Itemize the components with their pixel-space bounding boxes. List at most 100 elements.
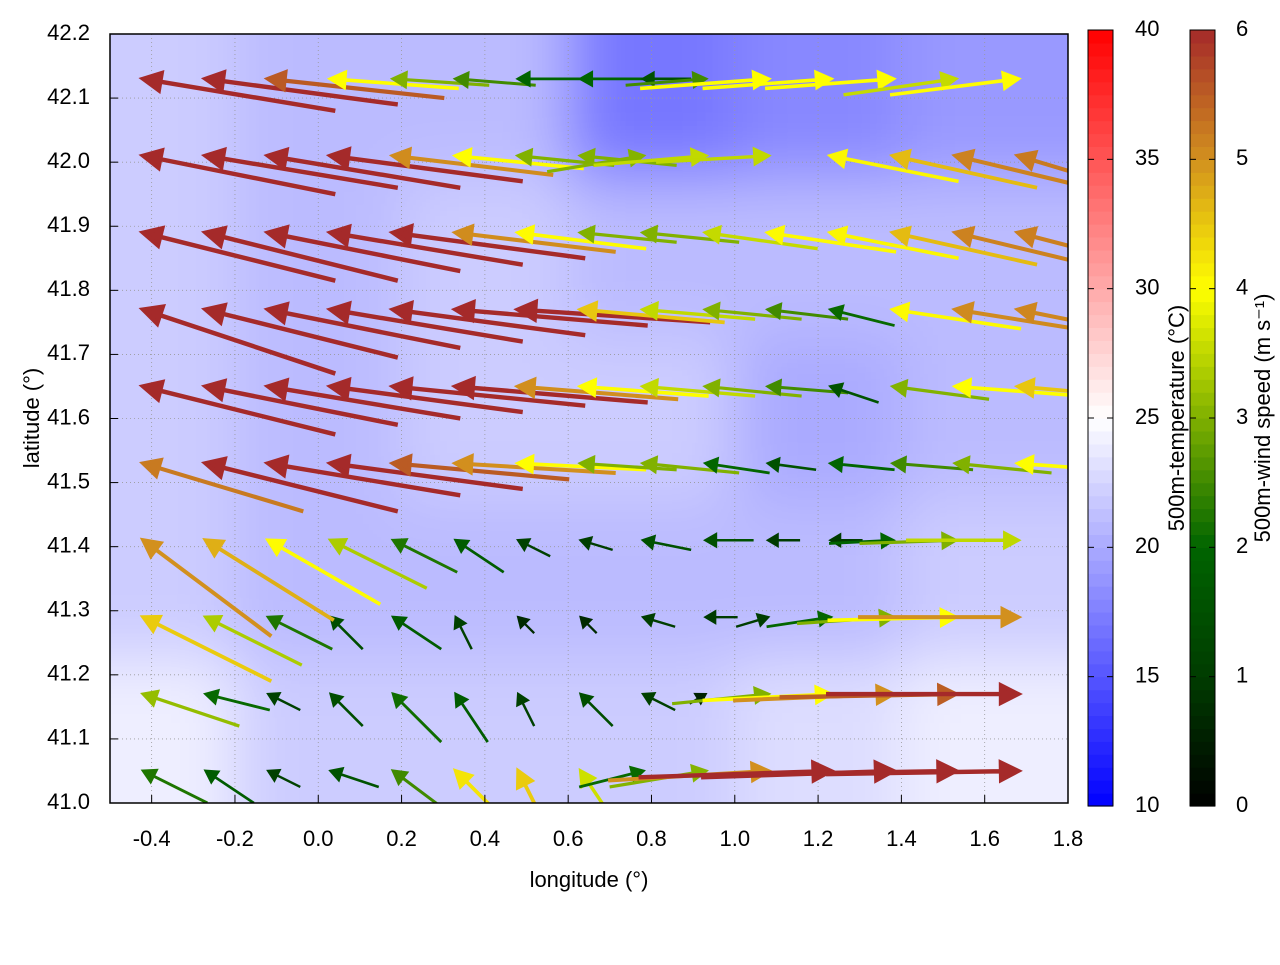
wind-arrow [826, 148, 959, 184]
colorbar-tick-label: 30 [1135, 274, 1159, 299]
wind-arrow [826, 681, 1023, 707]
wind-arrow [328, 692, 364, 727]
x-tick-label: 0.6 [553, 826, 584, 851]
wind-arrow [265, 615, 333, 651]
wind-arrow [888, 225, 1038, 267]
wind-arrow [325, 453, 524, 492]
y-tick-label: 41.9 [47, 212, 90, 237]
wind-arrow [140, 768, 208, 803]
wind-arrow [579, 615, 598, 634]
y-tick-label: 41.8 [47, 276, 90, 301]
wind-arrow [203, 688, 271, 712]
wind-arrow [765, 302, 849, 321]
colorbar-segment [1190, 379, 1215, 393]
wind-arrow [639, 224, 740, 244]
colorbar-segment [1088, 301, 1113, 316]
wind-colorbar-label: 500m-wind speed (m s⁻¹) [1250, 294, 1275, 543]
wind-arrow [735, 612, 771, 628]
colorbar-segment [1190, 94, 1215, 109]
wind-arrow [266, 691, 301, 712]
wind-arrow [200, 225, 399, 283]
temperature-colorbar-label: 500m-temperature (°C) [1164, 305, 1189, 531]
wind-arrow [389, 70, 490, 90]
x-tick-label: -0.4 [133, 826, 171, 851]
colorbar-segment [1088, 68, 1113, 83]
colorbar-segment [1190, 327, 1215, 341]
x-tick-label: -0.2 [216, 826, 254, 851]
wind-arrow [263, 377, 461, 421]
wind-arrow [577, 454, 677, 474]
colorbar-segment [1190, 702, 1215, 717]
colorbar-segment [1190, 650, 1215, 665]
colorbar-segment [1190, 586, 1215, 600]
wind-arrow [703, 609, 738, 625]
colorbar-segment [1190, 676, 1215, 691]
temperature-field [110, 34, 1068, 803]
wind-arrow [328, 615, 364, 651]
wind-arrow [264, 538, 382, 606]
y-tick-label: 42.2 [47, 20, 90, 45]
colorbar-segment [1088, 146, 1113, 160]
colorbar-segment [1088, 586, 1113, 600]
wind-arrow [889, 301, 1022, 331]
colorbar-segment [1190, 443, 1215, 458]
y-tick-label: 41.2 [47, 661, 90, 686]
colorbar-tick-label: 0 [1236, 792, 1248, 817]
colorbar-tick-label: 40 [1135, 16, 1159, 41]
y-tick-label: 41.3 [47, 597, 90, 622]
colorbar-segment [1190, 68, 1215, 83]
wind-arrow [702, 301, 802, 321]
colorbar-tick-label: 5 [1236, 145, 1248, 170]
colorbar-segment [1088, 495, 1113, 510]
colorbar-segment [1088, 456, 1113, 471]
wind-arrow [451, 223, 616, 254]
colorbar-segment [1088, 353, 1113, 367]
axes: -0.4 -0.2 0.0 0.2 0.4 0.6 0.8 1.0 1.2 1.4 1.6 1.841… [47, 16, 1248, 851]
y-tick-label: 41.6 [47, 404, 90, 429]
colorbar-segment [1190, 236, 1215, 251]
x-tick-label: 1.6 [969, 826, 1000, 851]
wind-arrow [951, 225, 1068, 262]
colorbar-segment [1190, 30, 1215, 44]
colorbar-segment [1088, 120, 1113, 135]
wind-arrow [325, 146, 524, 184]
colorbar-segment [1088, 741, 1113, 755]
colorbar-segment [1190, 754, 1215, 768]
colorbar-segment [1088, 107, 1113, 122]
wind-arrow [1013, 149, 1068, 173]
colorbar-tick-label: 1 [1236, 662, 1248, 687]
wind-arrow [888, 148, 1038, 190]
colorbar-segment [1088, 366, 1113, 380]
colorbar-segment [1190, 612, 1215, 626]
colorbar-segment [1190, 728, 1215, 742]
colorbar-segment [1088, 314, 1113, 329]
colorbar-segment [1190, 185, 1215, 199]
wind-arrow [952, 455, 1052, 475]
colorbar-segment [1190, 42, 1215, 57]
colorbar-segment [1190, 495, 1215, 510]
wind-arrow [951, 301, 1068, 330]
colorbar-segment [1190, 624, 1215, 639]
wind-arrow [139, 457, 304, 514]
wind-arrow [702, 456, 770, 475]
colorbar-segment [1190, 793, 1215, 807]
wind-arrow [450, 299, 648, 328]
wind-arrow [843, 71, 960, 97]
wind-arrow [138, 147, 336, 197]
colorbar-segment [1088, 405, 1113, 419]
colorbar-segment [1088, 249, 1113, 264]
colorbar-segment [1088, 159, 1113, 173]
colorbar-segment [1088, 521, 1113, 535]
wind-arrow [764, 224, 897, 254]
colorbar-segment [1190, 55, 1215, 70]
wind-arrow [828, 382, 879, 404]
wind-arrow [200, 302, 399, 360]
wind-arrow [1013, 377, 1068, 399]
colorbar-segment [1190, 314, 1215, 329]
wind-arrow [452, 70, 536, 89]
wind-arrow [576, 300, 725, 325]
colorbar-tick-label: 6 [1236, 16, 1248, 41]
colorbar-segment [1088, 211, 1113, 225]
colorbar-segment [1088, 676, 1113, 691]
colorbar-segment [1190, 430, 1215, 445]
